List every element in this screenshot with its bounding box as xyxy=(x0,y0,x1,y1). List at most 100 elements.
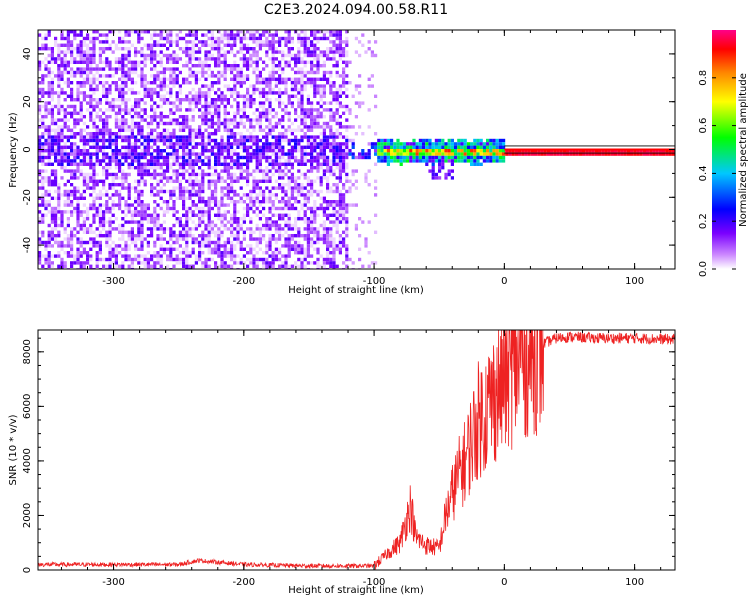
spectrogram-cell xyxy=(118,162,122,166)
spectrogram-cell xyxy=(329,257,333,262)
spectrogram-cell xyxy=(242,254,246,258)
spectrogram-cell xyxy=(252,142,256,146)
spectrogram-cell xyxy=(92,60,96,64)
spectrogram-cell xyxy=(108,254,112,258)
spectrogram-cell xyxy=(166,53,170,58)
spectrogram-cell xyxy=(92,183,96,187)
spectrogram-cell xyxy=(319,234,323,238)
spectrogram-cell xyxy=(226,227,230,231)
spectrogram-cell xyxy=(153,159,157,163)
spectrogram-cell xyxy=(70,244,74,248)
spectrogram-cell xyxy=(223,217,227,221)
spectrogram-cell xyxy=(114,135,118,139)
spectrogram-cell xyxy=(332,132,336,136)
spectrogram-cell xyxy=(121,67,125,71)
spectrogram-cell xyxy=(178,142,182,146)
spectrogram-cell xyxy=(281,186,285,190)
spectrogram-cell xyxy=(150,74,154,78)
spectrogram-cell xyxy=(220,217,224,221)
spectrogram-cell xyxy=(89,264,93,268)
spectrogram-cell xyxy=(310,135,314,139)
spectrogram-cell xyxy=(351,183,355,187)
spectrogram-cell xyxy=(134,152,138,156)
spectrogram-cell xyxy=(233,111,237,115)
spectrogram-cell xyxy=(162,43,166,47)
spectrogram-cell xyxy=(201,200,205,204)
spectrogram-cell xyxy=(86,94,90,98)
spectrogram-cell xyxy=(82,247,86,251)
spectrogram-cell xyxy=(137,91,141,95)
spectrogram-cell xyxy=(162,155,166,160)
spectrogram-cell xyxy=(278,67,282,71)
spectrogram-cell xyxy=(345,108,349,112)
spectrogram-cell xyxy=(303,111,307,115)
spectrogram-cell xyxy=(54,74,58,78)
spectrogram-cell xyxy=(329,142,333,146)
spectrogram-cell xyxy=(198,240,202,245)
spectrogram-cell xyxy=(262,176,266,180)
spectrogram-cell xyxy=(268,142,272,146)
spectrogram-cell xyxy=(265,98,269,102)
spectrogram-cell xyxy=(316,111,320,115)
spectrogram-cell xyxy=(342,60,346,64)
spectrogram-cell xyxy=(111,50,115,54)
spectrogram-cell xyxy=(332,200,336,204)
spectrogram-cell xyxy=(287,244,291,248)
spectrogram-cell xyxy=(146,203,150,207)
spectrogram-cell xyxy=(38,203,42,207)
spectrogram-cell xyxy=(217,60,221,64)
spectrogram-cell xyxy=(159,87,163,92)
spectrogram-cell xyxy=(146,159,150,163)
spectrogram-cell xyxy=(249,118,253,122)
spectrogram-cell xyxy=(425,159,429,163)
spectrogram-cell xyxy=(294,128,298,132)
spectrogram-cell xyxy=(121,230,125,234)
spectrogram-cell xyxy=(166,159,170,163)
spectrogram-cell xyxy=(137,111,141,115)
spectrogram-cell xyxy=(201,244,205,248)
spectrogram-cell xyxy=(217,244,221,248)
spectrogram-cell xyxy=(438,159,442,163)
spectrogram-cell xyxy=(338,206,342,211)
spectrogram-cell xyxy=(105,128,109,132)
spectrogram-cell xyxy=(66,104,70,109)
spectrogram-cell xyxy=(239,94,243,98)
spectrogram-cell xyxy=(111,67,115,71)
spectrogram-cell xyxy=(575,152,579,156)
spectrogram-cell xyxy=(278,166,282,170)
spectrogram-cell xyxy=(121,77,125,81)
spectrogram-cell xyxy=(540,152,544,156)
spectrogram-cell xyxy=(258,162,262,166)
spectrogram-cell xyxy=(127,149,131,153)
spectrogram-cell xyxy=(316,155,320,160)
spectrogram-cell xyxy=(374,162,378,166)
spectrogram-cell xyxy=(335,33,339,37)
spectrogram-cell xyxy=(105,64,109,68)
spectrogram-cell xyxy=(217,203,221,207)
spectrogram-cell xyxy=(268,74,272,78)
spectrogram-cell xyxy=(252,128,256,132)
spectrogram-cell xyxy=(207,87,211,92)
spectrogram-cell xyxy=(134,220,138,224)
spectrogram-cell xyxy=(130,155,134,160)
spectrogram-cell xyxy=(351,138,355,143)
spectrogram-cell xyxy=(118,169,122,173)
spectrogram-cell xyxy=(178,251,182,255)
spectrogram-cell xyxy=(143,203,147,207)
spectrogram-cell xyxy=(239,108,243,112)
spectrogram-cell xyxy=(70,159,74,163)
spectrogram-cell xyxy=(342,186,346,190)
spectrogram-cell xyxy=(95,244,99,248)
spectrogram-cell xyxy=(300,189,304,194)
spectrogram-cell xyxy=(303,47,307,51)
spectrogram-cell xyxy=(194,94,198,98)
spectrogram-cell xyxy=(511,152,515,156)
spectrogram-cell xyxy=(41,155,45,160)
spectrogram-cell xyxy=(92,206,96,211)
spectrogram-cell xyxy=(114,81,118,85)
spectrogram-cell xyxy=(146,43,150,47)
spectrogram-cell xyxy=(310,111,314,115)
spectrogram-cell xyxy=(239,142,243,146)
spectrogram-cell xyxy=(185,152,189,156)
spectrogram-cell xyxy=(102,257,106,262)
